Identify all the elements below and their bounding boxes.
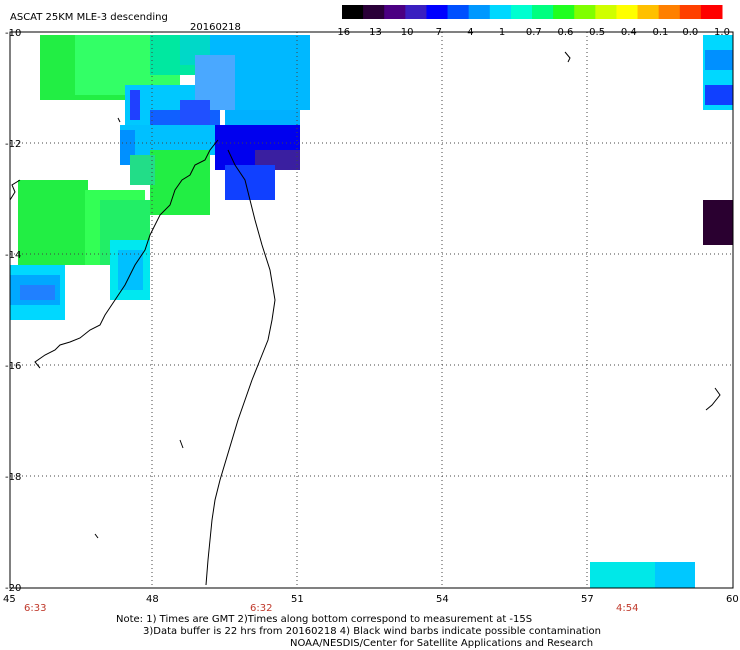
colorbar-tick-label: -0.5 <box>586 27 606 38</box>
data-swath-south <box>590 562 695 588</box>
colorbar-labels: -16 -13 -10 -7 -4 -1 -0.7 -0.6 -0.5 -0.4 -0.1 0.0 1.… <box>334 27 730 38</box>
colorbar-segment <box>616 5 639 19</box>
colorbar-segment <box>426 5 449 19</box>
chart-date: 20160218 <box>190 22 241 33</box>
pass-time-1: 6:33 <box>24 603 46 614</box>
lon-label-1: 45 <box>3 594 16 605</box>
colorbar-tick-label: -1 <box>495 27 505 38</box>
colorbar-tick-label: -0.1 <box>649 27 669 38</box>
colorbar-segment <box>342 5 364 19</box>
lon-label-2: 48 <box>146 594 159 605</box>
colorbar-segment <box>468 5 491 19</box>
lat-label-4: -16 <box>5 361 21 372</box>
colorbar-segment <box>637 5 660 19</box>
colorbar <box>342 5 723 19</box>
coastline <box>9 51 721 586</box>
colorbar-segment <box>553 5 575 19</box>
lat-label-2: -12 <box>5 139 21 150</box>
colorbar-segment <box>679 5 702 19</box>
colorbar-segment <box>658 5 681 19</box>
data-swath-northwest <box>10 35 310 320</box>
colorbar-segment <box>700 5 723 19</box>
gridlines <box>10 31 733 588</box>
colorbar-tick-label: -13 <box>365 27 381 38</box>
lat-label-5: -18 <box>5 472 21 483</box>
lat-label-3: -14 <box>5 250 21 261</box>
colorbar-segment <box>384 5 406 19</box>
note-line-1: Note: 1) Times are GMT 2)Times along bot… <box>116 614 533 625</box>
lon-label-4: 54 <box>436 594 449 605</box>
colorbar-segment <box>532 5 554 19</box>
lon-label-6: 60 <box>726 594 739 605</box>
note-line-2: 3)Data buffer is 22 hrs from 20160218 4)… <box>143 626 601 637</box>
lat-label-1: -10 <box>5 28 21 39</box>
lon-label-5: 57 <box>581 594 594 605</box>
note-line-3: NOAA/NESDIS/Center for Satellite Applica… <box>290 638 594 649</box>
colorbar-segment <box>489 5 512 19</box>
map-frame <box>9 31 734 589</box>
colorbar-tick-label: 0.0 <box>682 27 698 38</box>
colorbar-tick-label: -0.6 <box>554 27 574 38</box>
colorbar-tick-label: -0.7 <box>522 27 542 38</box>
colorbar-segment <box>574 5 596 19</box>
lat-label-6: -20 <box>5 583 21 594</box>
colorbar-tick-label: -0.4 <box>617 27 637 38</box>
chart-title: ASCAT 25KM MLE-3 descending <box>10 12 168 23</box>
colorbar-segment <box>510 5 533 19</box>
pass-time-3: 4:54 <box>616 603 638 614</box>
pass-time-2: 6:32 <box>250 603 272 614</box>
data-swath-east <box>703 35 733 245</box>
colorbar-segment <box>363 5 385 19</box>
colorbar-tick-label: -16 <box>334 27 350 38</box>
colorbar-tick-label: -7 <box>432 27 442 38</box>
colorbar-tick-label: 1.0 <box>714 27 730 38</box>
colorbar-tick-label: -10 <box>397 27 413 38</box>
colorbar-segment <box>447 5 470 19</box>
lon-label-3: 51 <box>291 594 304 605</box>
colorbar-segment <box>405 5 427 19</box>
colorbar-segment <box>595 5 617 19</box>
colorbar-tick-label: -4 <box>464 27 474 38</box>
